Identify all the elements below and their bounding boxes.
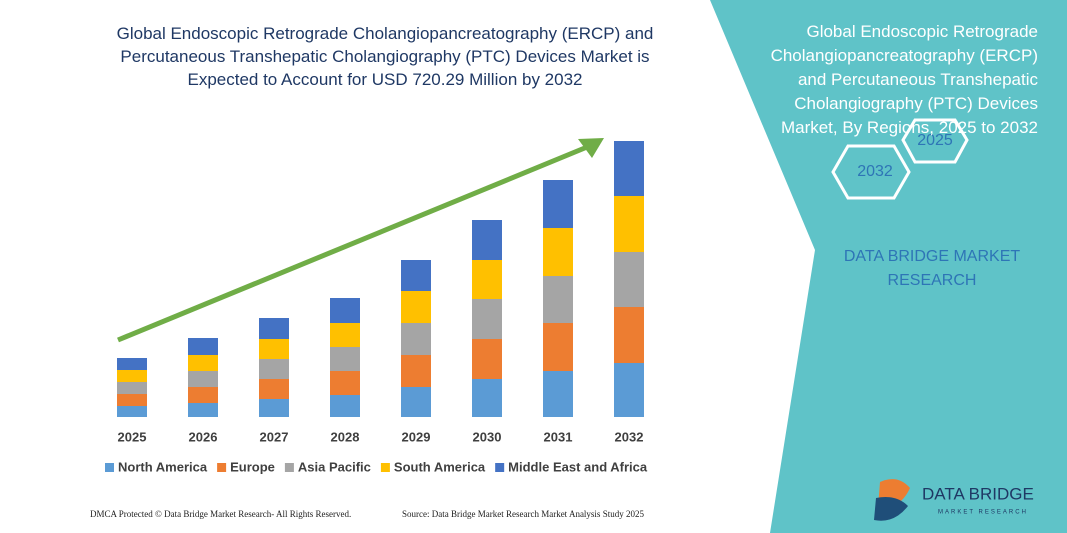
bar-segment (259, 379, 289, 399)
bar-segment (259, 359, 289, 379)
logo-tagline: MARKET RESEARCH (938, 510, 1028, 516)
bar-segment (259, 399, 289, 417)
bar-segment (472, 260, 502, 299)
x-tick-label: 2032 (615, 429, 644, 444)
legend-swatch (380, 463, 390, 472)
bar-segment (401, 260, 431, 291)
arrow-head (578, 138, 604, 158)
chart-title: Global Endoscopic Retrograde Cholangiopa… (116, 24, 654, 89)
bar-segment (543, 323, 573, 371)
legend-swatch (495, 463, 505, 472)
bar-segment (259, 339, 289, 359)
bar-segment (117, 406, 147, 417)
bar-segment (330, 323, 360, 347)
trend-arrow (117, 142, 593, 343)
plot: 2025 2026 2027 2028 2029 2030 2031 2032 North Am… (105, 141, 648, 474)
x-tick-label: 2028 (331, 429, 360, 444)
bar-segment (401, 387, 431, 417)
bar-segment (472, 299, 502, 339)
bar-segment (614, 307, 644, 363)
footer-left: DMCA Protected © Data Bridge Market Rese… (90, 509, 352, 519)
bar-segment (330, 395, 360, 417)
legend-swatch (284, 463, 294, 472)
bar-segment (614, 252, 644, 307)
hexagon (831, 144, 911, 200)
legend-swatch (105, 463, 114, 472)
bar-segment (472, 379, 502, 417)
side-background (710, 0, 1067, 533)
bar-segment (401, 323, 431, 355)
bar-segment (117, 358, 147, 370)
x-tick-label: 2031 (544, 429, 573, 444)
bar-segment (614, 363, 644, 417)
bar-segment (188, 355, 218, 371)
bar-segment (614, 196, 644, 252)
bar-segment (117, 370, 147, 382)
bar-segment (330, 298, 360, 323)
bar-segment (117, 394, 147, 406)
legend-label: Asia Pacific (298, 459, 371, 474)
x-tick-label: 2025 (118, 429, 147, 444)
bar-segment (259, 318, 289, 339)
bar-segment (543, 371, 573, 417)
legend-swatch (217, 463, 227, 472)
hex-label: 2025 (917, 132, 953, 149)
legend-label: North America (118, 459, 208, 474)
logo-icon (874, 497, 908, 521)
x-tick-label: 2029 (402, 429, 431, 444)
bar-segment (543, 228, 573, 276)
bar-segment (543, 276, 573, 323)
bar-segment (401, 291, 431, 323)
legend-label: South America (394, 459, 486, 474)
legend-label: Middle East and Africa (508, 459, 648, 474)
footer-right: Source: Data Bridge Market Research Mark… (402, 509, 644, 519)
legend-label: Europe (230, 459, 275, 474)
bar-segment (401, 355, 431, 387)
bar-segment (472, 339, 502, 379)
bar-segment (330, 371, 360, 395)
x-tick-label: 2027 (260, 429, 289, 444)
bar-segment (330, 347, 360, 371)
hex-label: 2032 (857, 163, 893, 180)
bar-segment (472, 220, 502, 260)
x-tick-label: 2026 (189, 429, 218, 444)
hexagon (901, 118, 969, 164)
bar-segment (188, 403, 218, 417)
x-tick-label: 2030 (473, 429, 502, 444)
bar-segment (188, 338, 218, 355)
bar-segment (117, 382, 147, 394)
bar-segment (188, 387, 218, 403)
brand: DATA BRIDGE MARKET RESEARCH (843, 248, 1021, 289)
bar-segment (188, 371, 218, 387)
bar-segment (614, 141, 644, 196)
side-title: Global Endoscopic Retrograde Cholangiopa… (770, 22, 1038, 137)
bar-segment (543, 180, 573, 228)
logo-name: DATA BRIDGE (922, 484, 1034, 503)
